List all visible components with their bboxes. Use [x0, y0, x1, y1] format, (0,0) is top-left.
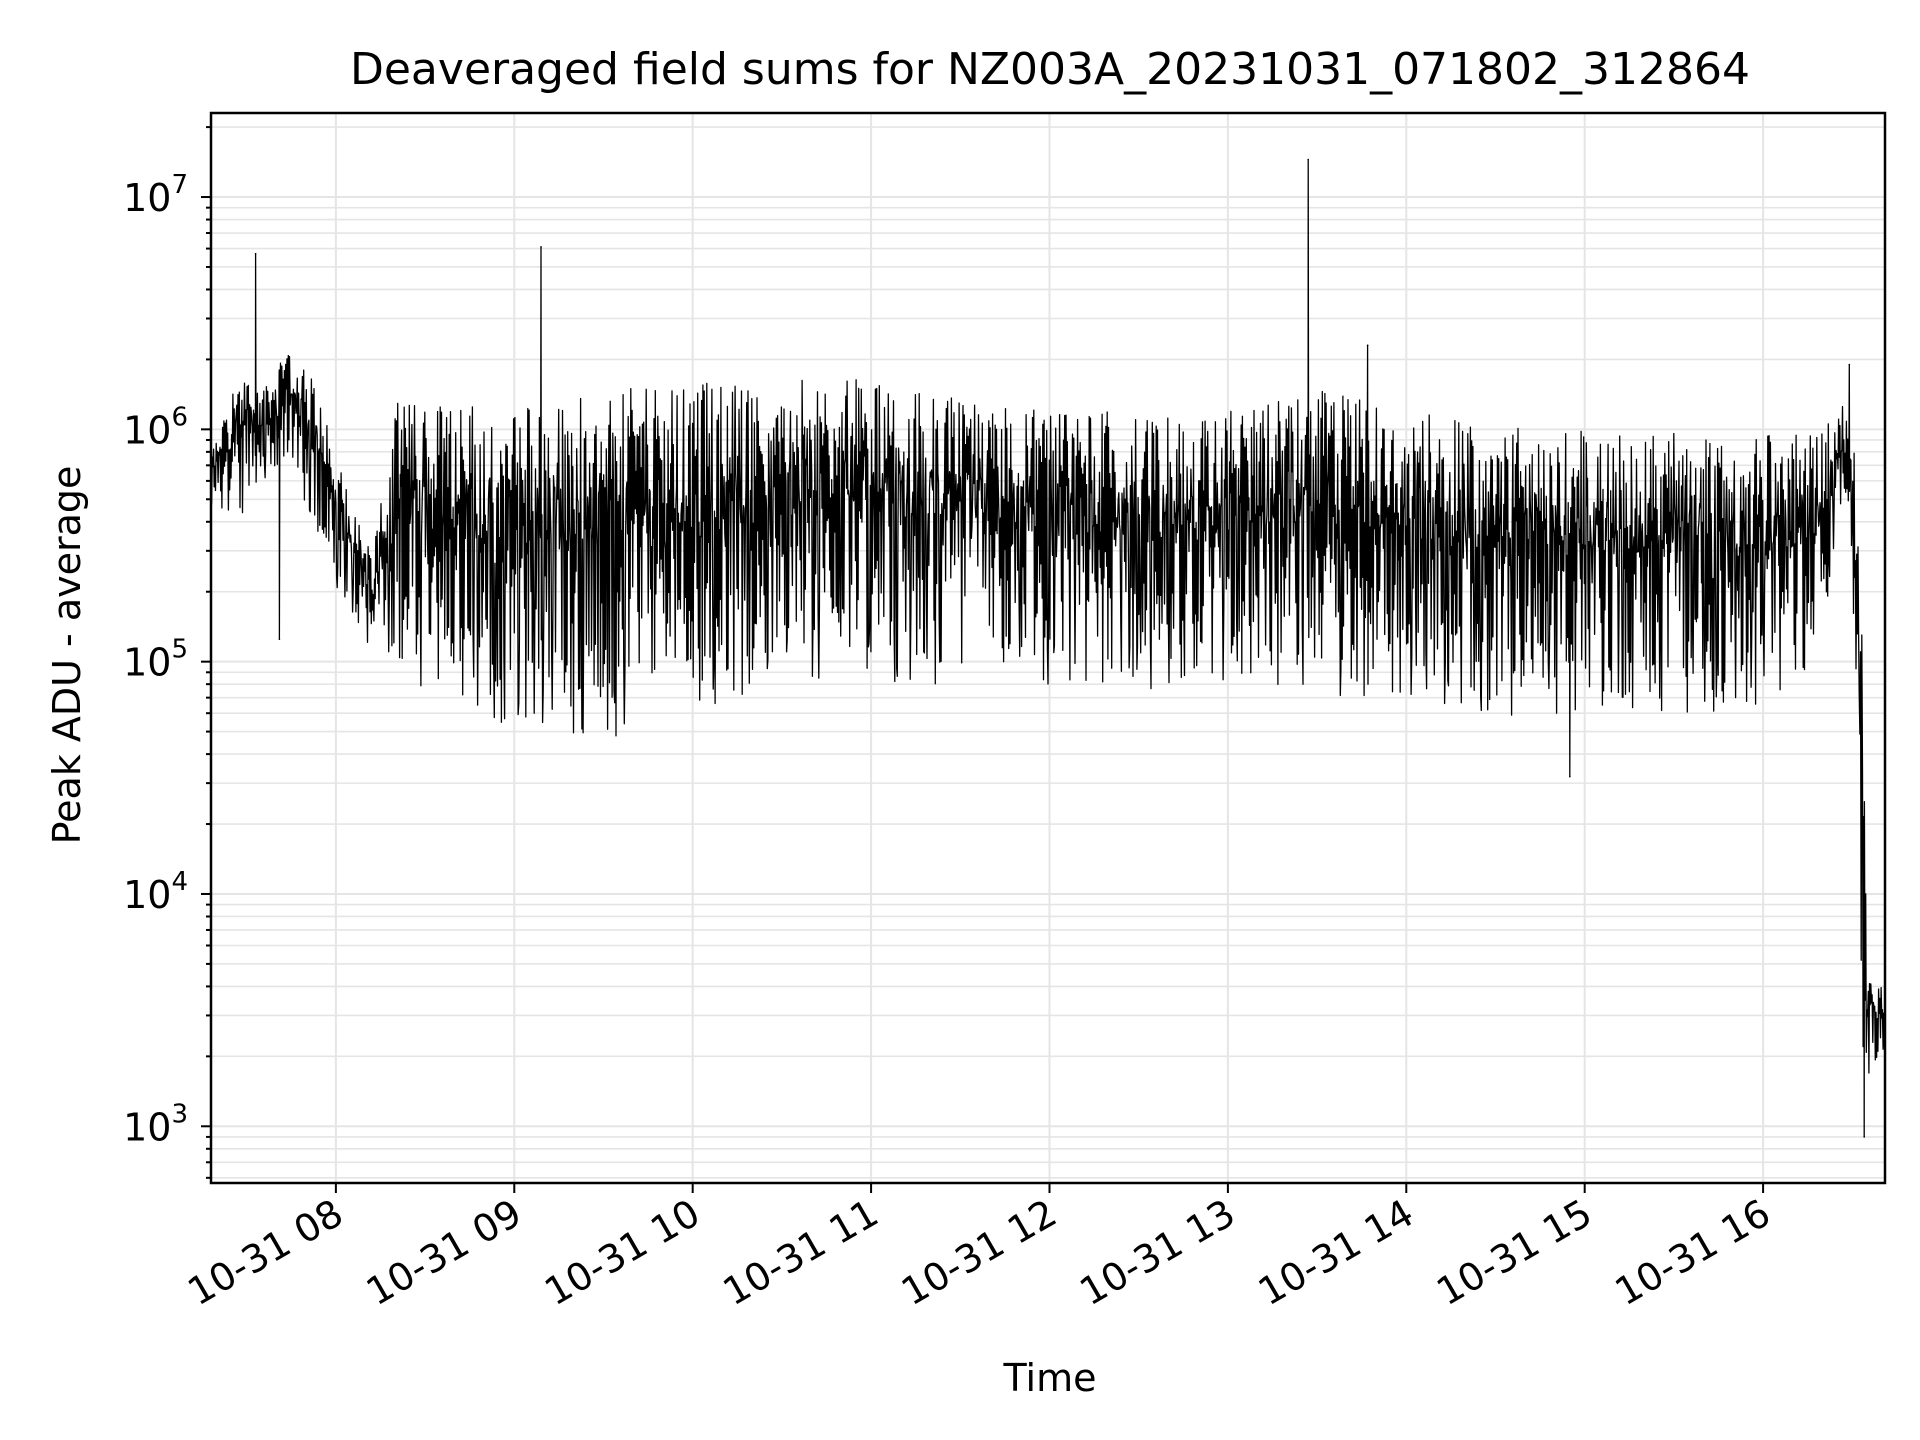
- spike-point: [1848, 363, 1851, 366]
- spike-point: [540, 246, 542, 248]
- y-tick-label: 103: [123, 1099, 188, 1149]
- chart-title: Deaveraged field sums for NZ003A_2023103…: [350, 44, 1750, 95]
- data-series: [211, 158, 1885, 1138]
- spike-point: [1863, 1136, 1865, 1138]
- spike-point: [1366, 344, 1369, 347]
- spike-point: [254, 252, 257, 255]
- y-axis-label: Peak ADU - average: [45, 466, 89, 845]
- series-line: [211, 158, 1885, 1138]
- spike-point: [1307, 158, 1309, 161]
- y-tick-label: 106: [123, 402, 188, 452]
- x-axis-label: Time: [1003, 1356, 1097, 1400]
- y-tick-label: 104: [123, 867, 188, 917]
- spike-point: [278, 638, 281, 640]
- plot-frame: [209, 111, 1887, 1185]
- y-axis: 103 104 105 106 107: [123, 126, 211, 1179]
- y-tick-label: 107: [123, 170, 188, 220]
- spike-point: [1569, 775, 1571, 778]
- y-tick-label: 105: [123, 635, 188, 685]
